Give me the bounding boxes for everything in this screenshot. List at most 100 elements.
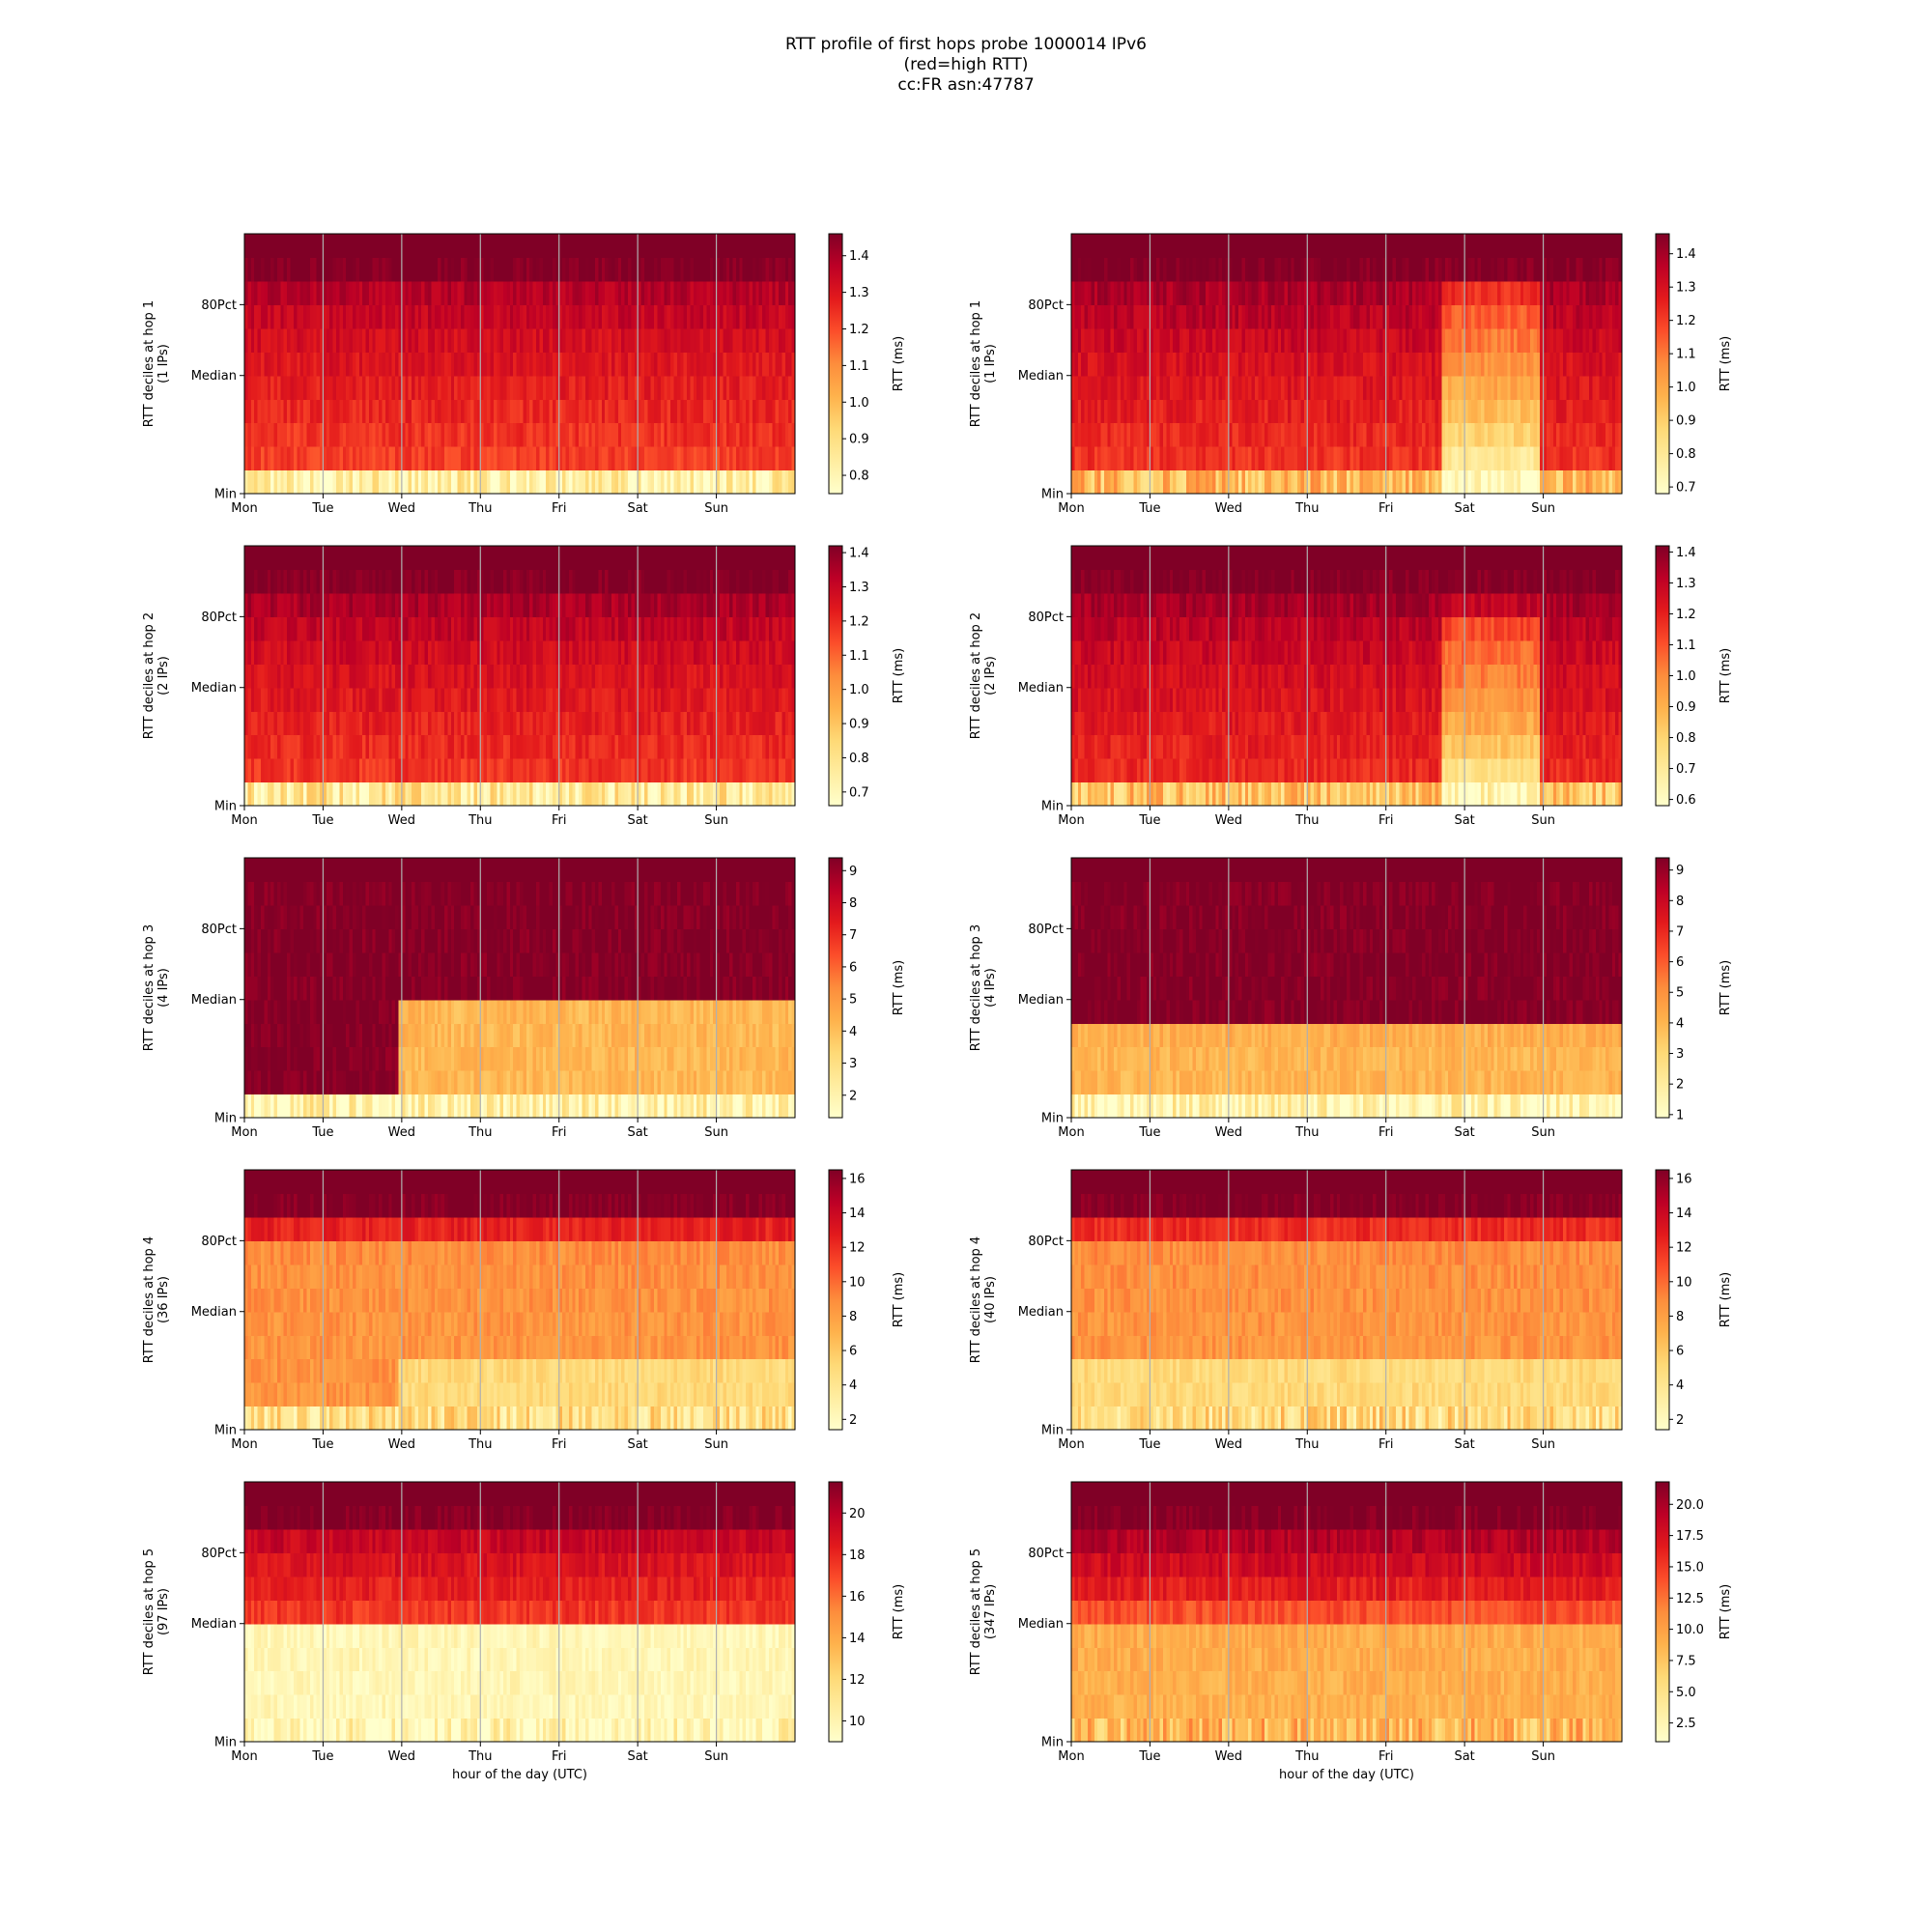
heatmap-cell <box>493 664 497 689</box>
heatmap-cell <box>1406 446 1410 471</box>
heatmap-cell <box>1323 422 1328 447</box>
heatmap-cell <box>1199 375 1204 400</box>
heatmap-cell <box>523 399 527 424</box>
heatmap-cell <box>1340 304 1345 329</box>
heatmap-cell <box>1281 304 1286 329</box>
heatmap-cell <box>532 616 537 641</box>
heatmap-cell <box>470 327 475 353</box>
heatmap-cell <box>772 446 777 471</box>
heatmap-cell <box>758 469 763 495</box>
heatmap-cell <box>1608 280 1613 305</box>
heatmap-cell <box>375 469 380 495</box>
heatmap-cell <box>631 234 636 259</box>
heatmap-cell <box>372 304 377 329</box>
heatmap-cell <box>1110 304 1115 329</box>
heatmap-cell <box>1087 469 1092 495</box>
heatmap-cell <box>395 711 400 736</box>
heatmap-cell <box>1235 375 1239 400</box>
heatmap-cell <box>260 280 265 305</box>
heatmap-cell <box>414 327 419 353</box>
heatmap-cell <box>1615 257 1620 282</box>
heatmap-cell <box>355 592 360 617</box>
heatmap-cell <box>631 399 636 424</box>
heatmap-cell <box>323 446 327 471</box>
heatmap-cell <box>660 469 665 495</box>
heatmap-cell <box>582 758 586 783</box>
heatmap-cell <box>247 327 252 353</box>
heatmap-cell <box>483 711 488 736</box>
heatmap-cell <box>1595 304 1600 329</box>
heatmap-cell <box>791 446 796 471</box>
heatmap-cell <box>1373 257 1378 282</box>
heatmap-cell <box>1549 446 1554 471</box>
heatmap-cell <box>791 234 796 259</box>
heatmap-cell <box>1510 352 1515 377</box>
heatmap-cell <box>1218 399 1223 424</box>
heatmap-cell <box>247 569 252 594</box>
heatmap-cell <box>1176 469 1180 495</box>
heatmap-cell <box>431 687 436 712</box>
heatmap-cell <box>621 399 626 424</box>
heatmap-cell <box>752 399 756 424</box>
heatmap-cell <box>1585 327 1590 353</box>
heatmap-cell <box>716 327 721 353</box>
heatmap-cell <box>1114 446 1119 471</box>
heatmap-cell <box>1582 280 1587 305</box>
heatmap-cell <box>313 758 318 783</box>
heatmap-cell <box>355 327 360 353</box>
heatmap-cell <box>1179 375 1183 400</box>
heatmap-cell <box>499 280 504 305</box>
heatmap-cell <box>1573 280 1577 305</box>
heatmap-cell <box>424 664 429 689</box>
heatmap-cell <box>384 280 389 305</box>
heatmap-cell <box>588 569 593 594</box>
heatmap-cell <box>499 422 504 447</box>
heatmap-cell <box>1438 234 1442 259</box>
heatmap-cell <box>483 592 488 617</box>
heatmap-cell <box>424 399 429 424</box>
heatmap-cell <box>450 234 455 259</box>
heatmap-cell <box>768 469 773 495</box>
heatmap-cell <box>250 375 255 400</box>
heatmap-cell <box>1195 304 1200 329</box>
heatmap-cell <box>1435 304 1439 329</box>
heatmap-cell <box>1130 399 1135 424</box>
heatmap-cell <box>365 639 370 665</box>
heatmap-cell <box>788 446 793 471</box>
colorbar-label: RTT (ms) <box>892 336 906 391</box>
heatmap-cell <box>342 711 347 736</box>
heatmap-cell <box>539 546 544 571</box>
heatmap-cell <box>670 399 675 424</box>
heatmap-cell <box>431 569 436 594</box>
heatmap-cell <box>568 327 573 353</box>
heatmap-cell <box>643 327 648 353</box>
heatmap-cell <box>788 327 793 353</box>
heatmap-cell <box>1147 422 1151 447</box>
heatmap-cell <box>1218 422 1223 447</box>
heatmap-cell <box>1461 375 1465 400</box>
heatmap-cell <box>1244 446 1249 471</box>
heatmap-cell <box>438 352 442 377</box>
heatmap-cell <box>758 327 763 353</box>
heatmap-cell <box>1503 469 1508 495</box>
heatmap-cell <box>614 304 619 329</box>
heatmap-cell <box>1356 422 1361 447</box>
heatmap-cell <box>352 758 356 783</box>
heatmap-cell <box>683 422 688 447</box>
heatmap-cell <box>1225 327 1230 353</box>
heatmap-cell <box>476 234 481 259</box>
heatmap-cell <box>1199 257 1204 282</box>
heatmap-cell <box>542 446 547 471</box>
heatmap-cell <box>342 664 347 689</box>
heatmap-cell <box>529 711 534 736</box>
heatmap-cell <box>1389 422 1394 447</box>
heatmap-cell <box>299 616 304 641</box>
heatmap-cell <box>687 257 692 282</box>
heatmap-cell <box>1114 469 1119 495</box>
heatmap-cell <box>1438 375 1442 400</box>
heatmap-cell <box>1493 469 1498 495</box>
heatmap-cell <box>732 327 737 353</box>
heatmap-cell <box>1152 422 1157 447</box>
heatmap-cell <box>316 592 321 617</box>
heatmap-cell <box>608 327 612 353</box>
